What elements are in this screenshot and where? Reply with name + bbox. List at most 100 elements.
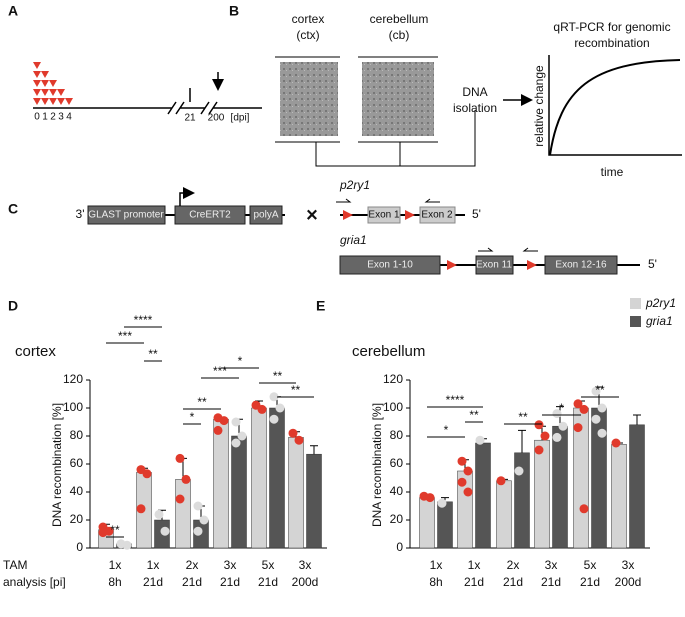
data-point — [463, 466, 473, 476]
injection-marker — [33, 62, 41, 69]
bar — [288, 437, 304, 549]
y-tick-label: 60 — [390, 456, 404, 470]
bar — [552, 425, 568, 549]
injection-marker — [65, 98, 73, 105]
y-axis-label: DNA recombination [%] — [50, 403, 64, 527]
day-label: 1 — [42, 112, 48, 123]
data-point — [425, 493, 435, 503]
label: (ctx) — [296, 28, 319, 42]
legend-swatch — [630, 298, 641, 309]
day-label: 200 — [208, 113, 225, 124]
panel-letter: A — [8, 3, 18, 19]
injection-marker — [33, 80, 41, 87]
data-point — [496, 476, 506, 486]
promoter-arrow — [179, 187, 195, 206]
y-tick-label: 20 — [390, 512, 404, 526]
day-label: 2 — [50, 112, 56, 123]
x-tick-label: 1x — [109, 558, 122, 572]
data-point — [540, 431, 550, 441]
data-point — [573, 399, 583, 409]
data-point — [437, 498, 447, 508]
label: cerebellum — [370, 12, 429, 26]
label: recombination — [574, 36, 649, 50]
data-point — [579, 404, 589, 414]
y-tick-label: 0 — [396, 540, 403, 554]
data-point — [175, 453, 185, 463]
label: Exon 11 — [476, 260, 512, 271]
panel-letter: D — [8, 298, 18, 314]
x-tick-label: 21d — [464, 575, 484, 589]
gene-name: gria1 — [340, 233, 367, 247]
timeline — [33, 101, 262, 115]
injection-marker — [41, 89, 49, 96]
significance-label: ** — [273, 369, 283, 383]
data-point — [288, 428, 298, 438]
significance-label: **** — [134, 313, 153, 327]
x-tick-label: 21d — [182, 575, 202, 589]
bar — [419, 497, 435, 549]
significance-label: *** — [118, 329, 132, 343]
data-point — [552, 409, 562, 419]
data-point — [475, 435, 485, 445]
error-bar — [310, 445, 318, 455]
primer — [478, 247, 538, 252]
x-tick-label: 8h — [108, 575, 121, 589]
data-point — [591, 414, 601, 424]
y-axis-label: DNA recombination [%] — [370, 403, 384, 527]
y-tick-label: 80 — [390, 428, 404, 442]
label: Exon 1-10 — [367, 260, 413, 271]
x-tick-label: 5x — [584, 558, 597, 572]
element-box — [87, 205, 166, 225]
micrograph — [280, 62, 338, 136]
data-point — [573, 423, 583, 433]
y-tick-label: 80 — [70, 428, 84, 442]
x-tick-label: 21d — [580, 575, 600, 589]
data-point — [552, 432, 562, 442]
day-label: [dpi] — [231, 113, 250, 124]
significance-label: **** — [446, 393, 465, 407]
injection-marker — [41, 98, 49, 105]
label: (cb) — [389, 28, 410, 42]
data-point — [122, 540, 132, 550]
x-tick-label: 21d — [503, 575, 523, 589]
data-point — [142, 469, 152, 479]
x-tick-label: 3x — [299, 558, 312, 572]
x-tick-label: 5x — [262, 558, 275, 572]
label: DNA — [462, 85, 487, 99]
day-label: 3 — [58, 112, 64, 123]
x-tick-label: 200d — [292, 575, 319, 589]
injection-marker — [49, 98, 57, 105]
x-tick-label: 3x — [622, 558, 635, 572]
legend-label: gria1 — [646, 314, 673, 328]
label: Exon 2 — [421, 210, 453, 221]
exon — [419, 206, 456, 224]
bar — [591, 407, 607, 549]
x-tick-label: 8h — [429, 575, 442, 589]
data-point — [199, 515, 209, 525]
x-tick-label: 2x — [186, 558, 199, 572]
loxp — [447, 260, 537, 270]
significance-label: ** — [148, 347, 158, 361]
bar — [514, 452, 530, 549]
exon — [475, 255, 514, 275]
exon — [367, 206, 401, 224]
element-box — [249, 205, 283, 225]
data-point — [514, 466, 524, 476]
injection-marker — [57, 89, 65, 96]
injection-marker — [49, 80, 57, 87]
bar — [437, 501, 453, 549]
x-tick-label: 200d — [615, 575, 642, 589]
data-point — [611, 438, 621, 448]
data-point — [219, 416, 229, 426]
significance-label: ** — [197, 395, 207, 409]
chart-title: cortex — [15, 343, 56, 360]
x-tick-label: 1x — [147, 558, 160, 572]
axis-label: time — [601, 165, 624, 179]
curve — [549, 59, 681, 156]
data-point — [534, 420, 544, 430]
label: polyA — [253, 210, 278, 221]
data-point — [275, 403, 285, 413]
injection-marker — [57, 98, 65, 105]
day-label: 21 — [184, 113, 196, 124]
data-point — [597, 428, 607, 438]
